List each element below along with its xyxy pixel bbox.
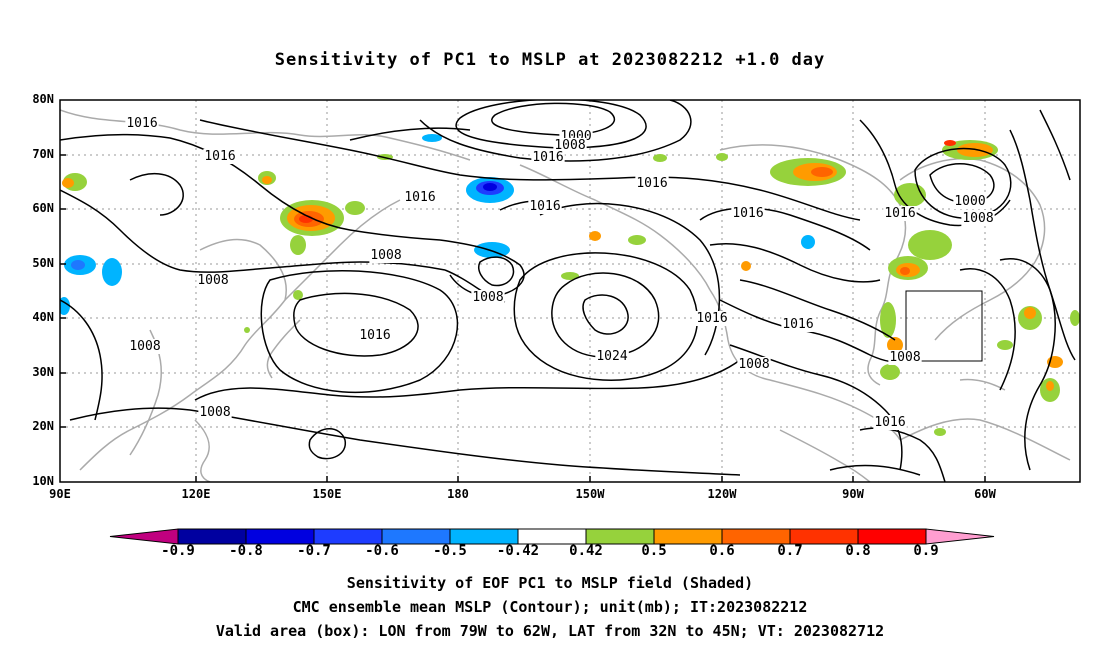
colorbar-label: -0.5 (433, 543, 467, 559)
colorbar-label: 0.7 (777, 543, 803, 559)
contour-label: 1008 (554, 138, 585, 153)
lat-label: 70N (32, 147, 54, 161)
contour-label: 1008 (889, 350, 920, 365)
contour-label: 1016 (532, 150, 563, 165)
colorbar-label: -0.8 (229, 543, 263, 559)
colorbar-label: 0.9 (913, 543, 939, 559)
sensitivity-shading (60, 134, 1080, 436)
colorbar-cell (109, 528, 179, 545)
contour-label: 1016 (732, 206, 763, 221)
contour-label: 1016 (529, 199, 560, 214)
colorbar-cell (517, 528, 587, 545)
colorbar-label: -0.6 (365, 543, 399, 559)
caption-line: CMC ensemble mean MSLP (Contour); unit(m… (292, 598, 808, 616)
colorbar-cell (585, 528, 655, 545)
contour-label: 1008 (472, 290, 503, 305)
contour-label: 1016 (126, 116, 157, 131)
contour-labels: 1016 1016 1016 1008 1000 1008 1016 1016 … (125, 116, 995, 430)
contour-label: 1008 (197, 273, 228, 288)
contour-label: 1016 (404, 190, 435, 205)
lon-label: 120W (707, 487, 737, 501)
caption-line: Valid area (box): LON from 79W to 62W, L… (215, 622, 885, 640)
lon-label: 150E (312, 487, 342, 501)
lon-label: 60W (974, 487, 996, 501)
contour-label: 1008 (129, 339, 160, 354)
contour-label: 1024 (596, 349, 627, 364)
valid-area-box (905, 290, 983, 362)
contour-label: 1016 (636, 176, 667, 191)
contour-label: 1016 (696, 311, 727, 326)
lon-label: 90W (842, 487, 864, 501)
colorbar-cell (789, 528, 859, 545)
contour-label: 1008 (370, 248, 401, 263)
colorbar-label: -0.9 (161, 543, 195, 559)
lon-label: 180 (447, 487, 469, 501)
lat-label: 20N (32, 419, 54, 433)
lon-label: 150W (575, 487, 605, 501)
contour-label: 1016 (884, 206, 915, 221)
contour-label: 1000 (954, 194, 985, 209)
lat-label: 10N (32, 474, 54, 488)
colorbar-label: 0.6 (709, 543, 735, 559)
map-frame (59, 99, 1081, 483)
contour-label: 1008 (962, 211, 993, 226)
contour-label: 1016 (874, 415, 905, 430)
lon-label: 120E (181, 487, 211, 501)
gridlines (60, 100, 1080, 482)
lat-label: 40N (32, 310, 54, 324)
colorbar-cell (721, 528, 791, 545)
lon-label: 90E (49, 487, 71, 501)
contour-label: 1008 (199, 405, 230, 420)
colorbar-cell (177, 528, 247, 545)
colorbar-cell (245, 528, 315, 545)
contour-label: 1016 (204, 149, 235, 164)
colorbar-cell (857, 528, 927, 545)
colorbar-cell (381, 528, 451, 545)
lat-label: 80N (32, 92, 54, 106)
caption-line: Sensitivity of EOF PC1 to MSLP field (Sh… (346, 574, 754, 592)
colorbar-label: -0.7 (297, 543, 331, 559)
colorbar-cell (925, 528, 995, 545)
colorbar-label: 0.5 (641, 543, 667, 559)
colorbar-label: 0.42 (569, 543, 603, 559)
colorbar-cell (449, 528, 519, 545)
contour-label: 1016 (782, 317, 813, 332)
lat-label: 50N (32, 256, 54, 270)
contour-label: 1016 (359, 328, 390, 343)
lat-label: 60N (32, 201, 54, 215)
contour-label: 1008 (738, 357, 769, 372)
colorbar-cell (653, 528, 723, 545)
axis-ticks (60, 154, 986, 482)
colorbar-cell (313, 528, 383, 545)
colorbar-label: -0.42 (496, 543, 540, 559)
map-title: Sensitivity of PC1 to MSLP at 2023082212… (274, 50, 826, 70)
lat-label: 30N (32, 365, 54, 379)
colorbar-label: 0.8 (845, 543, 871, 559)
